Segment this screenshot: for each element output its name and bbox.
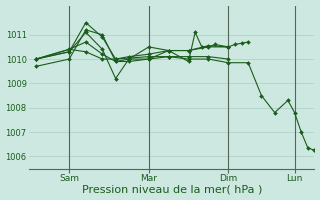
X-axis label: Pression niveau de la mer( hPa ): Pression niveau de la mer( hPa )	[82, 184, 262, 194]
